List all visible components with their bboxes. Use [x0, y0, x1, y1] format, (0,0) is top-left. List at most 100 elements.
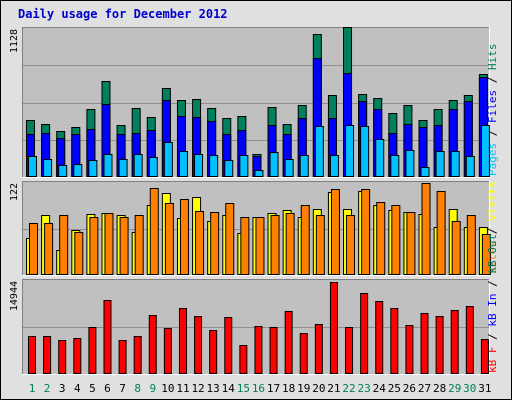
bar-kbf-day-1: [28, 336, 36, 374]
bar-sites-day-16: [255, 217, 265, 275]
legend-text-kbytes-1: /: [486, 327, 499, 347]
x-axis-label-day-18: 18: [282, 382, 295, 395]
bar-kbf-day-15: [239, 345, 248, 374]
x-axis-label-day-23: 23: [358, 382, 371, 395]
x-axis-label-day-27: 27: [418, 382, 431, 395]
bar-kbf-day-11: [178, 308, 187, 374]
bar-kbf-day-2: [43, 336, 52, 374]
bar-kbf-day-7: [118, 340, 127, 374]
bar-pages-day-13: [209, 155, 219, 177]
x-axis-label-day-28: 28: [433, 382, 446, 395]
bar-sites-day-3: [59, 215, 69, 275]
bar-sites-day-1: [29, 223, 38, 275]
x-axis-label-day-1: 1: [29, 382, 36, 395]
bar-sites-day-11: [179, 199, 189, 275]
bar-kbf-day-24: [375, 301, 384, 374]
bar-pages-day-1: [28, 156, 37, 177]
bar-pages-day-21: [329, 155, 339, 177]
x-axis-label-day-22: 22: [342, 382, 355, 395]
bar-pages-day-25: [390, 155, 400, 177]
bar-kbf-day-9: [148, 315, 157, 374]
bar-pages-day-29: [450, 151, 460, 177]
bar-kbf-day-29: [450, 310, 459, 374]
bar-sites-day-27: [421, 183, 431, 275]
bar-sites-day-29: [451, 221, 461, 275]
bar-kbf-day-28: [435, 316, 444, 374]
bar-kbf-day-31: [480, 339, 489, 374]
bar-pages-day-18: [284, 159, 294, 177]
chart-title: Daily usage for December 2012: [18, 7, 228, 21]
bar-pages-day-19: [299, 155, 309, 177]
x-axis-label-day-9: 9: [149, 382, 156, 395]
x-axis-label-day-29: 29: [448, 382, 461, 395]
x-axis-label-day-30: 30: [463, 382, 476, 395]
bar-sites-day-12: [195, 211, 205, 275]
bar-sites-day-28: [436, 191, 446, 275]
bar-kbf-day-13: [209, 330, 218, 374]
bar-sites-day-31: [481, 234, 491, 275]
bar-sites-day-25: [391, 205, 401, 275]
bar-kbf-day-18: [284, 311, 293, 374]
bar-sites-day-22: [346, 215, 356, 275]
legend-kbytes: kB F / kB In / kB Out: [486, 234, 499, 373]
x-axis-label-day-19: 19: [297, 382, 310, 395]
bar-pages-day-17: [269, 152, 279, 177]
bar-kbf-day-8: [133, 336, 142, 374]
x-axis-label-day-24: 24: [373, 382, 387, 395]
x-axis-label-day-20: 20: [312, 382, 325, 395]
bar-kbf-day-5: [88, 327, 97, 374]
bar-sites-day-10: [164, 203, 174, 275]
x-axis-label-day-13: 13: [207, 382, 220, 395]
legend-text-kbytes-2: kB In: [486, 294, 499, 327]
bar-sites-day-7: [119, 217, 129, 275]
bar-pages-day-31: [480, 125, 490, 177]
bar-kbf-day-22: [345, 327, 354, 374]
bar-pages-day-27: [420, 167, 430, 177]
bar-sites-day-2: [44, 223, 54, 275]
bar-pages-day-5: [88, 160, 98, 177]
legend-text-kbytes-3: /: [486, 274, 499, 294]
bar-kbf-day-19: [299, 333, 308, 374]
bar-pages-day-12: [194, 154, 204, 177]
bar-kbf-day-4: [73, 338, 82, 374]
bar-pages-day-26: [405, 150, 415, 177]
bar-kbf-day-21: [329, 282, 338, 374]
bar-sites-day-26: [406, 212, 416, 275]
y-axis-label-kbytes: 14944: [9, 281, 20, 311]
x-axis-label-day-26: 26: [403, 382, 416, 395]
bar-pages-day-4: [73, 164, 83, 177]
x-axis-label-day-2: 2: [44, 382, 51, 395]
bar-sites-day-14: [225, 203, 235, 275]
bar-kbf-day-26: [405, 325, 414, 374]
x-axis-label-day-21: 21: [327, 382, 340, 395]
bar-pages-day-8: [133, 154, 143, 177]
bar-kbf-day-23: [360, 293, 369, 374]
bar-kbf-day-3: [58, 340, 67, 374]
bar-pages-day-24: [375, 139, 385, 177]
bar-kbf-day-6: [103, 300, 112, 374]
legend-text-hits-files-pages-3: /: [486, 70, 499, 90]
x-axis-label-day-4: 4: [74, 382, 81, 395]
bar-sites-day-5: [89, 217, 99, 275]
x-axis-label-day-7: 7: [119, 382, 126, 395]
bar-sites-day-30: [466, 215, 476, 275]
bar-kbf-day-27: [420, 313, 429, 374]
x-axis-label-day-31: 31: [478, 382, 491, 395]
bar-pages-day-9: [148, 157, 158, 177]
x-axis-label-day-14: 14: [222, 382, 236, 395]
bar-pages-day-30: [465, 156, 475, 177]
x-axis-label-day-8: 8: [134, 382, 141, 395]
legend-text-kbytes-0: kB F: [486, 347, 499, 374]
y-axis-label-visits-sites: 122: [9, 183, 20, 201]
bar-pages-day-10: [163, 142, 173, 177]
bar-kbf-day-25: [390, 308, 399, 374]
bar-sites-day-19: [300, 205, 310, 275]
bar-pages-day-23: [360, 126, 370, 177]
x-axis-label-day-12: 12: [191, 382, 204, 395]
bar-sites-day-18: [285, 213, 295, 275]
x-axis-label-day-25: 25: [388, 382, 401, 395]
x-axis-label-day-6: 6: [104, 382, 111, 395]
bar-sites-day-21: [330, 189, 340, 275]
bar-kbf-day-16: [254, 326, 263, 374]
